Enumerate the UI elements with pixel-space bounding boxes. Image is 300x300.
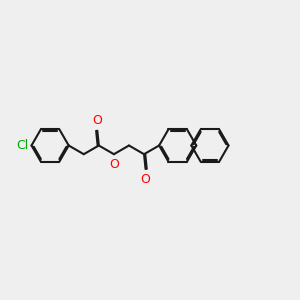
Text: O: O bbox=[141, 172, 151, 186]
Text: O: O bbox=[110, 158, 119, 171]
Text: O: O bbox=[92, 114, 102, 127]
Text: Cl: Cl bbox=[16, 139, 28, 152]
